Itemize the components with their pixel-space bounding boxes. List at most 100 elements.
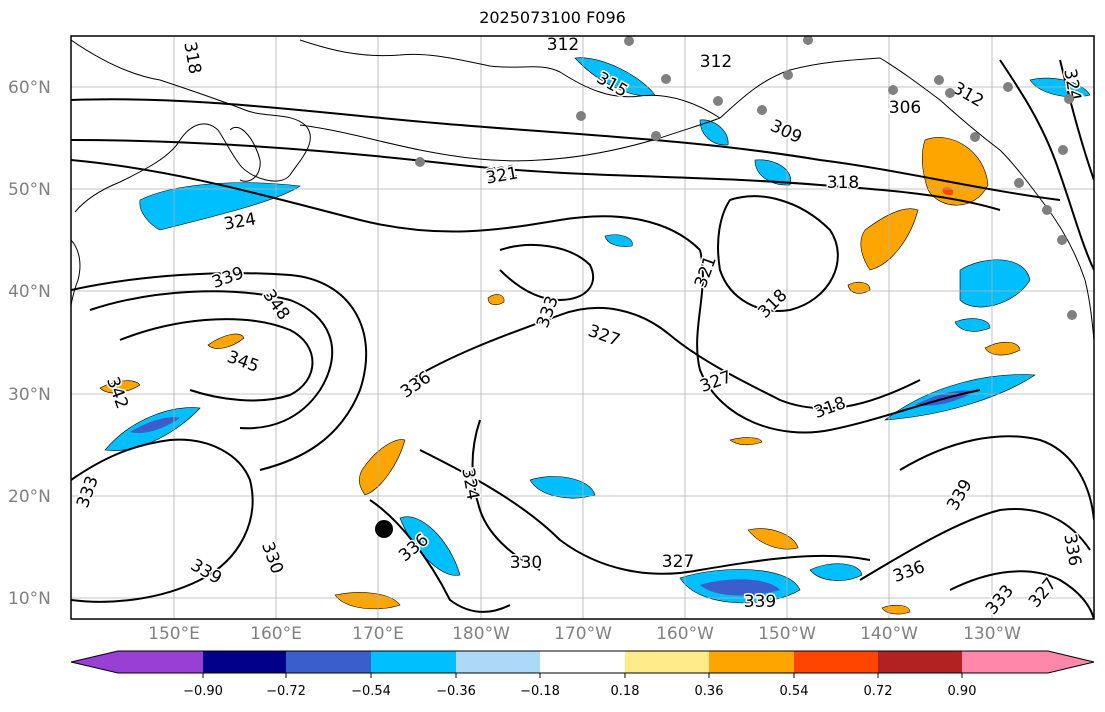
coastline-kamchatka <box>229 127 261 182</box>
plot-frame <box>70 35 1095 620</box>
lon-label-130w: 130°W <box>963 624 1021 644</box>
lat-label-20n: 20°N <box>8 487 51 507</box>
station-marker <box>415 157 425 167</box>
contour-line <box>499 244 595 302</box>
station-markers <box>415 36 1077 320</box>
contour-label: 330 <box>510 553 542 573</box>
colorbar-tick-label: 0.72 <box>863 684 893 699</box>
station-marker <box>661 74 671 84</box>
shade-blob <box>359 439 406 496</box>
contour-label: 306 <box>889 98 921 118</box>
station-marker <box>1067 310 1077 320</box>
shade-blob <box>942 187 954 196</box>
storm-center-marker <box>375 520 393 538</box>
colorbar-segment <box>456 651 540 673</box>
shade-blob <box>334 592 401 610</box>
lon-label-180w: 180°W <box>452 624 510 644</box>
colorbar-outline <box>70 650 1095 674</box>
contour-line <box>119 318 314 402</box>
contour-label: 327 <box>662 552 694 572</box>
shade-blob <box>604 234 633 247</box>
station-marker <box>1042 205 1052 215</box>
shade-blob <box>487 294 505 306</box>
colorbar-segment <box>118 651 203 673</box>
coastline-alaska-north <box>719 57 881 119</box>
station-marker <box>1057 235 1067 245</box>
contour-label: 312 <box>547 35 579 55</box>
station-marker <box>1003 82 1013 92</box>
station-marker <box>945 88 955 98</box>
contour-line <box>369 499 511 613</box>
shade-blob <box>529 476 596 499</box>
station-marker <box>651 131 661 141</box>
shade-blob <box>747 528 799 550</box>
lon-label-160w: 160°W <box>656 624 714 644</box>
colorbar-tick-label: 0.90 <box>947 684 977 699</box>
lon-label-170w: 170°W <box>554 624 612 644</box>
contour-line <box>696 249 981 434</box>
lat-label-50n: 50°N <box>8 180 51 200</box>
lat-label-10n: 10°N <box>8 589 51 609</box>
colorbar-tick-label: −0.36 <box>436 684 476 699</box>
station-marker <box>624 36 634 46</box>
contour-line <box>71 98 1061 201</box>
shade-blob <box>729 437 763 446</box>
contour-line <box>71 272 368 471</box>
shade-blob <box>954 318 991 332</box>
contours <box>71 59 1094 619</box>
colorbar-tick-label: −0.72 <box>266 684 306 699</box>
contour-line <box>999 59 1094 271</box>
map-title: 2025073100 F096 <box>479 8 626 27</box>
lon-label-140w: 140°W <box>860 624 918 644</box>
contour-line <box>949 570 1094 619</box>
station-marker <box>783 70 793 80</box>
shade-blob <box>700 579 780 596</box>
contour-line <box>471 419 541 571</box>
colorbar-segment <box>286 651 371 673</box>
lon-label-150e: 150°E <box>148 624 200 644</box>
station-marker <box>888 85 898 95</box>
shade-blob <box>207 333 245 349</box>
contour-line <box>717 195 839 312</box>
shade-blob <box>1029 77 1091 98</box>
colorbar-extend-high <box>1048 651 1094 673</box>
shade-blob <box>99 380 141 394</box>
colorbar-tick-label: −0.90 <box>183 684 223 699</box>
contour-line <box>1059 59 1094 181</box>
shade-blob <box>699 119 729 146</box>
colorbar-segment <box>794 651 878 673</box>
colorbar-segment <box>962 651 1048 673</box>
coastline-asia <box>71 39 311 213</box>
colorbar-tick-label: 0.54 <box>779 684 809 699</box>
contour-line <box>859 508 1091 581</box>
coastline-gulf-alaska <box>879 57 1086 281</box>
colorbar-segment <box>625 651 709 673</box>
colorbar-tick-label: 0.18 <box>610 684 640 699</box>
lat-label-60n: 60°N <box>8 78 51 98</box>
colorbar <box>70 650 1095 678</box>
contour-line <box>419 449 871 575</box>
coastline-aleutians <box>299 117 721 162</box>
shade-blob <box>860 208 919 271</box>
contour-label: 312 <box>700 52 732 72</box>
colorbar-tick-label: −0.54 <box>351 684 391 699</box>
colorbar-segment <box>709 651 794 673</box>
contour-line <box>899 435 1094 521</box>
colorbar-segment <box>878 651 962 673</box>
colorbar-segment <box>540 651 625 673</box>
shade-blob <box>959 259 1031 308</box>
colorbar-tick-label: 0.36 <box>694 684 724 699</box>
station-marker <box>803 36 813 45</box>
contour-line <box>71 159 701 251</box>
colorbar-tick-label: −0.18 <box>520 684 560 699</box>
shade-blob <box>130 417 180 434</box>
lon-label-160e: 160°E <box>250 624 302 644</box>
lat-label-40n: 40°N <box>8 282 51 302</box>
shade-blob <box>754 159 792 186</box>
station-marker <box>1064 94 1074 104</box>
contour-line <box>409 306 921 410</box>
contour-label: 321 <box>484 161 519 186</box>
station-marker <box>1014 178 1024 188</box>
